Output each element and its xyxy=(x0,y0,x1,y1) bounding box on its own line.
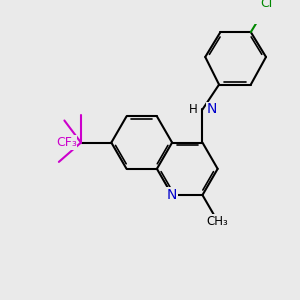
Text: H: H xyxy=(188,103,197,116)
Text: CH₃: CH₃ xyxy=(207,215,229,228)
Text: N: N xyxy=(167,188,177,202)
Text: Cl: Cl xyxy=(260,0,272,10)
Text: N: N xyxy=(207,102,217,116)
Text: CF₃: CF₃ xyxy=(56,136,77,149)
